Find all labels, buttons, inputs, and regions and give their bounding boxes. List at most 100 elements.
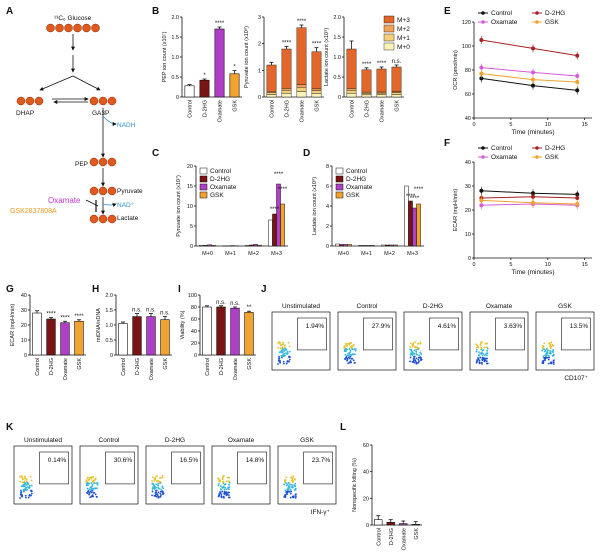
flow-event [484,342,487,345]
flow-event [277,363,279,365]
flow-event [348,353,351,356]
flow-event [152,483,155,486]
flow-event [157,480,160,483]
flow-event [481,349,484,352]
y-tick-label: 1 [258,68,261,74]
y-tick-label: 40 [465,160,471,166]
flow-event [24,494,27,497]
bar [245,244,250,247]
flow-event [549,345,552,348]
pyruvate-node [89,186,117,196]
data-point [479,38,484,42]
flow-event [162,492,165,495]
flow-event [162,487,165,490]
flow-event [349,346,352,349]
y-tick-label: 20 [21,323,27,329]
flow-event [96,482,99,484]
legend-swatch [383,42,395,51]
y-tick-label: 0 [190,244,193,250]
flow-event [415,350,417,353]
flow-event [19,493,22,496]
carbon-atom [89,214,99,224]
y-tick-label: 1.5 [105,308,113,314]
category-label: Oxamate [233,358,239,380]
flow-event [288,486,291,489]
flow-event [483,354,486,357]
series-line [481,190,578,195]
flow-event [475,348,478,351]
flow-event [546,352,549,355]
ocr-line-chart: 40 60 80 100 120 0 5 10 15 Time (minutes) OCR (pmo… [453,10,592,136]
flow-event [94,477,97,480]
flow-event [91,494,94,496]
category-label: Control [121,358,127,376]
gate-percentage: 3.63% [504,323,523,330]
category-label: GSK [395,100,401,112]
flow-event [228,476,230,479]
legend-marker [481,20,485,24]
flow-event [345,343,347,346]
y-tick-label: 0 [366,523,369,529]
flow-event [288,356,291,359]
y-tick-label: 120 [462,20,471,26]
legend-label: Control [491,145,513,152]
category-label: GSK [233,100,239,112]
ga3p-node [89,96,117,106]
y-tick-label: 0.5 [171,75,179,81]
bar [416,203,421,247]
flow-event [217,477,220,480]
glucose-label: ¹³C₆ Glucose [54,15,92,22]
y-tick-label: 15 [187,184,193,190]
flow-event [475,343,478,346]
legend-marker [535,155,539,159]
bar-segment [346,92,357,98]
y-axis-label: Lactate ion count (x10⁹) [323,28,330,86]
legend-label: M+0 [397,44,410,51]
data-point [479,76,484,81]
series-line [481,67,578,77]
flow-event [291,483,293,486]
flow-event [475,361,478,364]
flow-event [551,355,554,357]
legend-label: Control [210,168,232,175]
bar [276,183,281,247]
bar-segment [266,64,277,92]
x-tick-label: 15 [582,262,588,268]
bar [229,73,240,98]
carbon-atom [107,96,117,106]
legend-swatch [199,167,208,175]
flow-event [94,493,97,496]
bar [339,244,344,247]
bar [393,244,398,247]
flow-event [277,359,280,362]
glucose-node [46,23,100,33]
nad-label: NAD⁺ [117,202,135,209]
flow-event [543,342,546,345]
flow-event [30,492,33,495]
flow-event [154,477,157,479]
flow-event [350,357,353,360]
panel-label-k: K [6,422,14,433]
flow-event [222,495,225,498]
flow-event [418,354,421,357]
flow-event [414,345,416,348]
flow-event [158,487,160,490]
flow-event [92,491,95,494]
flow-event [346,348,349,351]
flow-event [29,475,32,478]
flow-event [24,489,27,492]
flow-x-axis-label: CD107⁺ [564,375,588,382]
flow-event [484,358,487,360]
flow-panel-title: Control [357,303,379,310]
significance-label: **** [410,196,420,202]
bar-segment [266,94,277,98]
y-tick-label: 40 [465,116,471,122]
flow-event [290,490,293,493]
category-label: GSK [315,100,321,112]
flow-event [351,348,354,351]
flow-event [222,481,225,484]
gate [363,317,393,351]
flow-event [348,352,351,354]
flow-event [477,357,479,359]
bar-segment [281,92,292,98]
